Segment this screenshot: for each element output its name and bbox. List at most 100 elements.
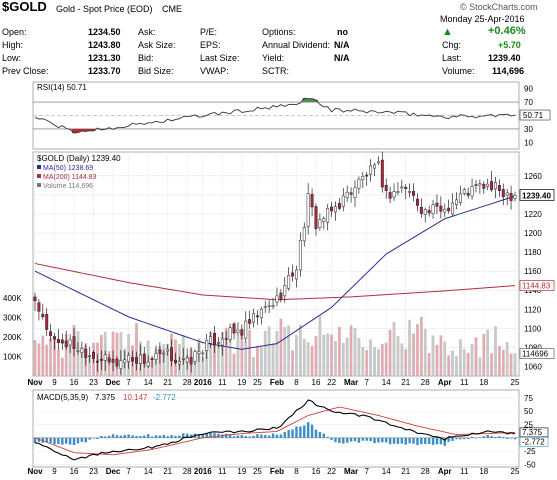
- candle-body: [53, 336, 56, 340]
- candle-body: [72, 336, 76, 349]
- legend-entry: Volume 114,696: [43, 183, 93, 190]
- candle-body: [60, 339, 64, 344]
- macd-histogram-bar: [287, 430, 290, 438]
- x-tick-label: 16: [312, 378, 321, 387]
- macd-tick-label: 50: [524, 407, 533, 416]
- candle-body: [45, 314, 49, 330]
- macd-histogram-bar: [490, 436, 493, 438]
- macd-histogram-bar: [100, 436, 103, 438]
- macd-histogram-bar: [283, 432, 286, 438]
- macd-histogram-bar: [455, 437, 458, 440]
- candle-body: [404, 186, 408, 190]
- candle-body: [337, 203, 341, 209]
- candle-body: [443, 208, 447, 213]
- rsi-tick-label: 30: [524, 125, 533, 134]
- value-last: 1239.40: [488, 53, 521, 63]
- volume-bar: [295, 335, 298, 377]
- candle-body: [232, 323, 236, 334]
- candle-body: [193, 351, 197, 362]
- x-tick-label: Mar: [344, 467, 358, 476]
- macd-histogram-bar: [342, 437, 345, 444]
- volume-bar: [462, 349, 466, 377]
- candle-body: [396, 191, 400, 193]
- ma200-tag: [519, 280, 555, 291]
- volume-bar: [482, 333, 486, 377]
- x-tick-label: Apr: [438, 378, 452, 387]
- candle-body: [263, 306, 267, 308]
- macd-histogram-bar: [260, 434, 263, 438]
- macd-histogram-bar: [381, 437, 384, 443]
- price-tick-label: 1100: [524, 324, 542, 333]
- label-eps: EPS:: [200, 40, 221, 50]
- volume-bar: [501, 349, 505, 377]
- macd-histogram-bar: [182, 433, 185, 438]
- up-arrow-icon: ▲: [442, 26, 453, 38]
- volume-bar: [380, 344, 384, 377]
- macd-histogram-bar: [451, 437, 454, 441]
- macd-histogram-bar: [37, 437, 41, 442]
- candle-body: [68, 339, 72, 346]
- candle-body: [470, 186, 474, 197]
- volume-bar: [435, 344, 439, 377]
- volume-bar: [408, 319, 411, 377]
- macd-label: MACD(5,35,9): [37, 393, 88, 402]
- x-tick-label: Nov: [27, 378, 43, 387]
- macd-histogram-bar: [170, 435, 173, 438]
- candle-body: [228, 327, 232, 340]
- x-tick-label: 14: [144, 467, 153, 476]
- candle-body: [294, 269, 298, 280]
- volume-bar: [244, 342, 248, 377]
- candle-body: [287, 275, 291, 289]
- signal-line: [34, 406, 516, 456]
- candle-body: [427, 210, 431, 214]
- macd-value: 7.375: [95, 393, 116, 402]
- x-tick-label: 25: [511, 467, 520, 476]
- candle-body: [115, 358, 119, 367]
- volume-bar: [373, 346, 376, 377]
- macd-histogram-bar: [33, 437, 37, 443]
- candle-body: [373, 164, 376, 169]
- candle-body: [41, 313, 45, 317]
- macd-histogram-bar: [357, 437, 361, 443]
- x-tick-label: 16: [70, 378, 79, 387]
- volume-bar: [271, 343, 275, 377]
- volume-bar: [228, 336, 232, 377]
- volume-bar: [259, 347, 263, 377]
- macd-histogram-bar: [244, 436, 247, 438]
- macd-histogram-bar: [513, 437, 517, 440]
- volume-bar: [275, 331, 279, 377]
- candle-body: [494, 182, 497, 190]
- macd-histogram-bar: [96, 437, 99, 440]
- volume-bar: [404, 349, 408, 377]
- x-tick-label: 23: [89, 467, 98, 476]
- candle-body: [415, 198, 419, 206]
- macd-histogram-bar: [314, 429, 318, 438]
- volume-bar: [361, 347, 365, 377]
- macd-histogram-bar: [447, 437, 450, 442]
- macd-histogram-bar: [334, 437, 337, 443]
- candle-body: [64, 340, 68, 348]
- candle-body: [322, 218, 326, 222]
- volume-bar: [377, 349, 380, 377]
- macd-histogram-bar: [482, 436, 485, 438]
- volume-bar: [279, 318, 283, 377]
- candle-body: [349, 192, 353, 195]
- macd-histogram-bar: [45, 437, 48, 443]
- x-tick-label: 7: [126, 467, 131, 476]
- candle-body: [150, 358, 154, 360]
- volume-bar: [240, 332, 244, 377]
- candle-body: [384, 184, 388, 191]
- macd-histogram-bar: [412, 437, 415, 444]
- volume-bar: [396, 335, 400, 377]
- candle-body: [353, 187, 357, 198]
- volume-bar: [509, 353, 513, 377]
- candle-body: [509, 193, 513, 201]
- volume-bar: [252, 357, 255, 377]
- volume-bar: [334, 341, 337, 377]
- x-tick-label: 21: [163, 378, 172, 387]
- volume-bar: [263, 330, 267, 377]
- price-tick-label: 1220: [524, 210, 542, 219]
- candle-body: [283, 285, 287, 297]
- x-tick-label: 14: [382, 378, 391, 387]
- volume-bar: [419, 316, 423, 377]
